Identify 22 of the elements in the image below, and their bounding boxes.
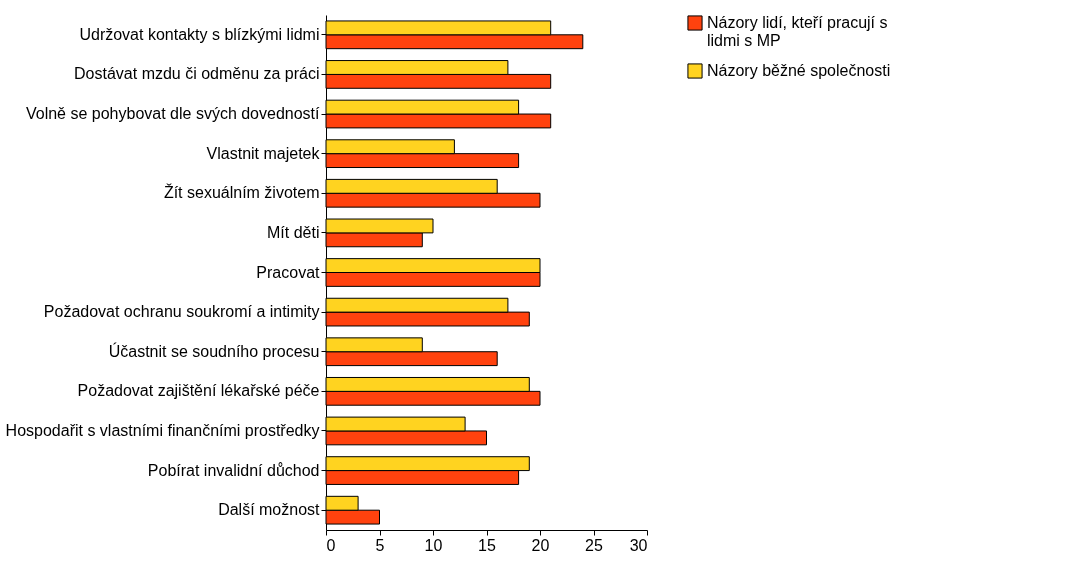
y-tick-label: Další možnost — [218, 501, 321, 519]
x-tick-label: 30 — [629, 536, 648, 554]
x-tick-label: 25 — [585, 536, 603, 554]
x-tick-label: 0 — [326, 536, 336, 554]
y-tick-label: Pobírat invalidní důchod — [147, 461, 320, 479]
y-tick-label: Hospodařit s vlastními finančními prostředky — [5, 421, 320, 439]
y-tick-label: Vlastnit majetek — [206, 144, 321, 162]
x-tick-label: 20 — [531, 536, 550, 554]
y-tick-label: Požadovat zajištění lékařské péče — [77, 382, 320, 400]
y-tick-label: Žít sexuálním životem — [163, 183, 320, 202]
legend-label: Názory běžné společnosti — [707, 62, 891, 79]
y-tick-label: Udržovat kontakty s blízkými lidmi — [79, 25, 320, 43]
y-tick-label: Účastnit se soudního procesu — [108, 341, 320, 360]
y-tick-label: Požadovat ochranu soukromí a intimity — [43, 303, 320, 321]
y-tick-label: Volně se pohybovat dle svých dovedností — [25, 105, 321, 123]
y-tick-label: Pracovat — [256, 263, 321, 281]
x-tick-label: 5 — [375, 536, 385, 554]
legend-label: Názory lidí, kteří pracují s lidmi s MP — [707, 14, 888, 49]
x-tick-label: 15 — [478, 536, 496, 554]
y-tick-label: Dostávat mzdu či odměnu za práci — [74, 65, 320, 83]
x-tick-label: 10 — [424, 536, 443, 554]
y-tick-label: Mít děti — [267, 223, 320, 241]
